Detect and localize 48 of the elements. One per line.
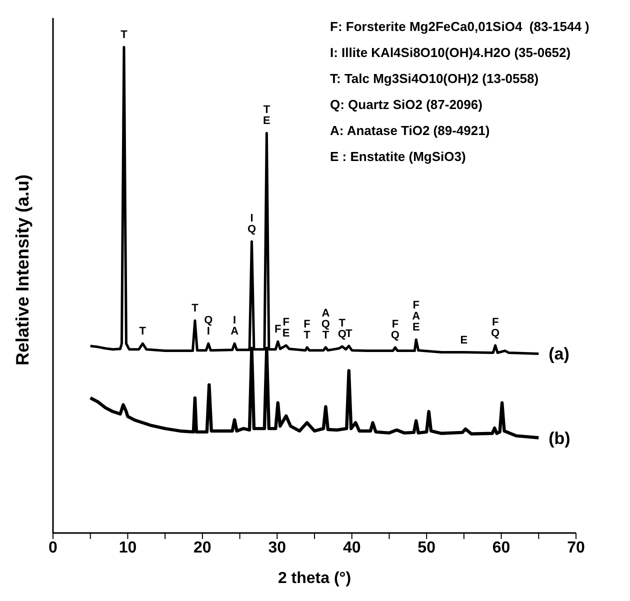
annotation: A bbox=[322, 307, 330, 320]
annotation: E bbox=[282, 327, 290, 340]
annotation: Q: Quartz SiO2 (87-2096) bbox=[330, 96, 484, 114]
x-tick-label: 40 bbox=[342, 539, 361, 556]
x-tick-label: 0 bbox=[48, 539, 58, 556]
x-tick-label: 70 bbox=[567, 539, 585, 556]
x-tick-label: 30 bbox=[268, 539, 286, 556]
annotation: T bbox=[338, 317, 346, 330]
annotation: Q bbox=[247, 223, 256, 236]
annotation: T bbox=[304, 329, 311, 342]
annotation: A bbox=[412, 310, 420, 323]
annotation: I bbox=[250, 212, 254, 224]
x-tick-label: 50 bbox=[418, 539, 436, 556]
annotation: E : Enstatite (MgSiO3) bbox=[330, 148, 467, 166]
text: F: Forsterite Mg2FeCa0,01SiO4 (83-1544 ) bbox=[330, 18, 590, 36]
annotation: T bbox=[139, 326, 146, 338]
x-axis-title: 2 theta (°) bbox=[278, 570, 352, 587]
x-tick-label: 60 bbox=[492, 539, 510, 556]
annotation: T bbox=[120, 29, 128, 42]
y-axis-title: Relative Intensity (a.u) bbox=[12, 174, 32, 366]
annotation: F bbox=[392, 318, 399, 330]
x-tick-label: 10 bbox=[118, 539, 137, 556]
annotation: I bbox=[206, 326, 210, 338]
series-label: (a) bbox=[548, 344, 570, 364]
annotation: F bbox=[304, 318, 311, 330]
annotation: T bbox=[263, 104, 270, 116]
series-label: (b) bbox=[548, 428, 570, 448]
annotation: Q bbox=[338, 328, 347, 340]
annotation: E bbox=[412, 322, 420, 334]
annotation: Q bbox=[321, 318, 330, 330]
annotation: Q bbox=[204, 314, 214, 327]
annotation: F bbox=[412, 300, 420, 312]
annotation: E bbox=[263, 115, 270, 128]
annotation: I bbox=[233, 314, 236, 327]
x-tick-label: 20 bbox=[194, 539, 212, 556]
annotation: E bbox=[460, 334, 468, 346]
annotation: T: Talc Mg3Si4O10(OH)2 (13-0558) bbox=[330, 70, 540, 88]
annotation: T bbox=[322, 329, 330, 342]
annotation: F bbox=[274, 324, 282, 336]
annotation: A bbox=[230, 326, 239, 338]
annotation: A: Anatase TiO2 (89-4921) bbox=[330, 122, 491, 140]
annotation: T bbox=[192, 302, 199, 315]
annotation: F bbox=[282, 316, 290, 328]
annotation: I: Illite KAl4Si8O10(OH)4.H2O (35-0652) bbox=[330, 44, 572, 62]
annotation: Q bbox=[390, 329, 400, 342]
annotation: Q bbox=[491, 327, 500, 340]
annotation: T bbox=[346, 328, 352, 340]
annotation: F bbox=[492, 316, 499, 328]
